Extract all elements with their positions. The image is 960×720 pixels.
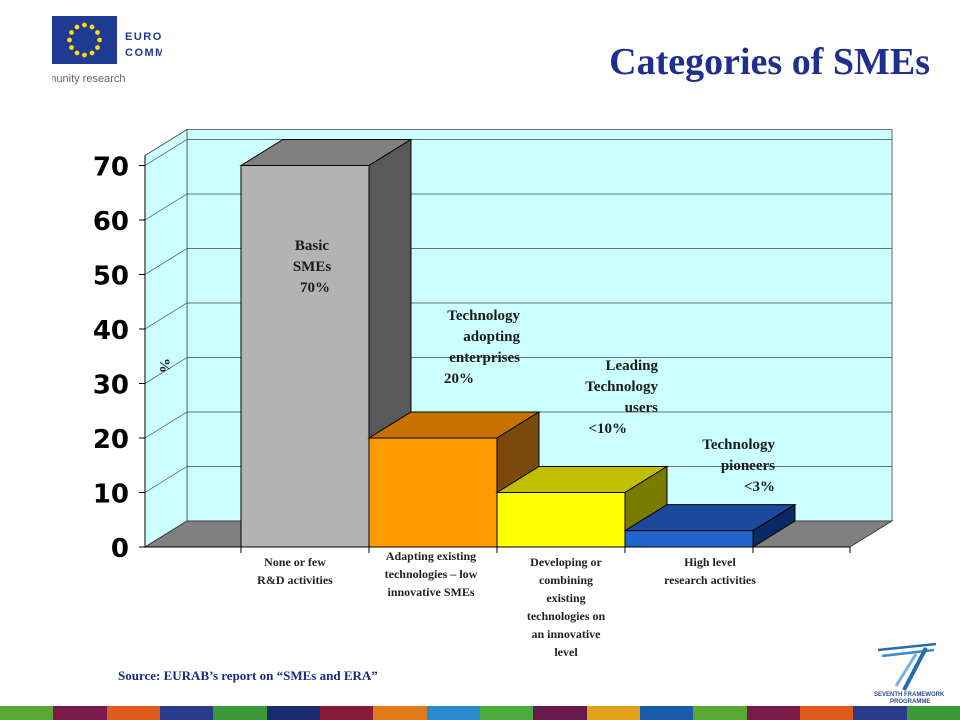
fp7-line1: SEVENTH FRAMEWORK (874, 692, 945, 698)
grid-line-side (144, 193, 188, 221)
grid-line-side (144, 357, 188, 384)
bar (624, 530, 754, 548)
eu-star-icon (82, 22, 87, 28)
annotation-line: adopting (463, 329, 520, 345)
grid-line-side (144, 302, 188, 330)
annotation-line: 70% (300, 280, 330, 296)
y-tick-label: 10 (93, 480, 129, 510)
color-stripe (799, 706, 854, 720)
category-line: innovative SMEs (387, 585, 474, 599)
y-tick-label: 70 (93, 153, 129, 183)
category-line: None or few (264, 555, 326, 569)
color-stripe (106, 706, 160, 720)
color-stripe (159, 706, 214, 720)
color-stripe (0, 706, 54, 720)
annotation-line: <10% (588, 421, 627, 437)
eu-stars-icon (67, 22, 102, 58)
eu-star-icon (69, 30, 74, 35)
x-category-label: Developing or combining existing technologi… (527, 555, 606, 659)
color-stripe (639, 706, 694, 720)
category-line: R&D activities (257, 573, 333, 587)
category-line: existing (546, 591, 585, 605)
annotation-line: pioneers (721, 458, 775, 474)
grid-line-side (144, 411, 188, 439)
grid-line-side (144, 139, 188, 166)
bar-annotation: Technology adopting enterprises 20% (444, 308, 520, 387)
y-tick-label: 30 (93, 371, 129, 401)
source-note: Source: EURAB’s report on “SMEs and ERA” (118, 668, 378, 683)
y-tick-label: 40 (93, 316, 129, 346)
annotation-line: Technology (585, 379, 658, 395)
x-category-label: None or few R&D activities (257, 555, 333, 587)
annotation-line: Technology (447, 308, 520, 324)
eu-star-icon (97, 37, 102, 43)
annotation-line: users (625, 400, 658, 416)
annotation-line: Leading (605, 358, 658, 374)
fp7-swoosh-icon (877, 642, 937, 691)
annotation-line: <3% (744, 479, 775, 495)
bar-annotation: Leading Technology users <10% (585, 358, 658, 437)
eu-star-icon (74, 24, 80, 30)
eu-star-icon (89, 50, 95, 56)
x-category-label: High level research activities (664, 555, 756, 587)
bottom-color-bar (0, 706, 960, 720)
grid-line-side (144, 466, 188, 493)
x-category-label: Adapting existing technologies – low innov… (385, 549, 478, 599)
color-stripe (586, 706, 640, 720)
category-line: combining (539, 573, 593, 587)
category-line: technologies on (527, 609, 606, 623)
category-line: technologies – low (385, 567, 478, 581)
color-stripe (906, 706, 960, 720)
color-stripe (53, 706, 107, 720)
category-line: research activities (664, 573, 756, 587)
y-tick-label: 50 (93, 262, 129, 292)
eu-star-icon (74, 50, 80, 56)
category-line: High level (684, 555, 736, 569)
bar-annotation: Technology pioneers <3% (702, 437, 775, 495)
grid-line-side (144, 248, 188, 275)
bar (368, 437, 498, 548)
eu-star-icon (95, 30, 100, 35)
eu-star-icon (89, 24, 95, 30)
annotation-line: enterprises (449, 350, 520, 366)
category-line: an innovative (531, 627, 601, 641)
annotation-line: SMEs (293, 259, 332, 275)
eu-star-icon (82, 52, 87, 58)
plot-side-wall (144, 128, 188, 548)
eu-star-icon (69, 45, 74, 50)
category-line: Developing or (530, 555, 602, 569)
color-stripe (373, 706, 427, 720)
page-title: Categories of SMEs (609, 41, 930, 83)
bar (240, 165, 370, 548)
y-tick-label: 60 (93, 207, 129, 237)
eu-star-icon (95, 45, 100, 50)
bar (496, 492, 626, 548)
y-axis-label: % (156, 358, 172, 373)
fp7-line2: PROGRAMME (890, 699, 930, 705)
color-stripe (426, 706, 480, 720)
color-stripe (746, 706, 800, 720)
y-tick-label: 20 (93, 425, 129, 455)
annotation-line: 20% (444, 371, 474, 387)
color-stripe (266, 706, 320, 720)
category-line: Adapting existing (386, 549, 476, 563)
color-stripe (319, 706, 374, 720)
color-stripe (533, 706, 587, 720)
color-stripe (693, 706, 747, 720)
annotation-line: Technology (702, 437, 775, 453)
bar-annotation: Basic SMEs 70% (293, 238, 332, 296)
category-line: level (554, 645, 578, 659)
eu-star-icon (67, 37, 72, 43)
color-stripe (213, 706, 267, 720)
color-stripe (853, 706, 907, 720)
fp7-logo: SEVENTH FRAMEWORK PROGRAMME (868, 640, 952, 711)
color-stripe (479, 706, 534, 720)
y-tick-label: 0 (111, 534, 129, 564)
annotation-line: Basic (295, 238, 330, 254)
